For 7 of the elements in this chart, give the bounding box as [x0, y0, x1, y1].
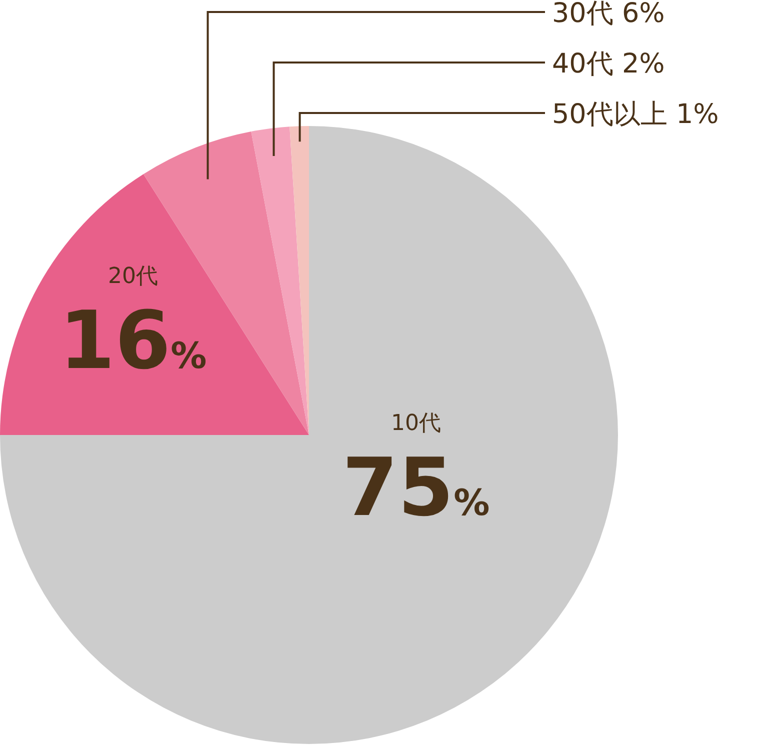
slice-label: 10代 — [391, 411, 441, 436]
data-label: 75% — [342, 441, 490, 534]
slice-label: 40代 2% — [552, 48, 665, 80]
slice-label: 30代 6% — [552, 0, 665, 29]
slice-label: 20代 — [108, 264, 158, 290]
data-label: 16% — [59, 294, 207, 388]
slice-label: 50代以上 1% — [552, 99, 719, 130]
